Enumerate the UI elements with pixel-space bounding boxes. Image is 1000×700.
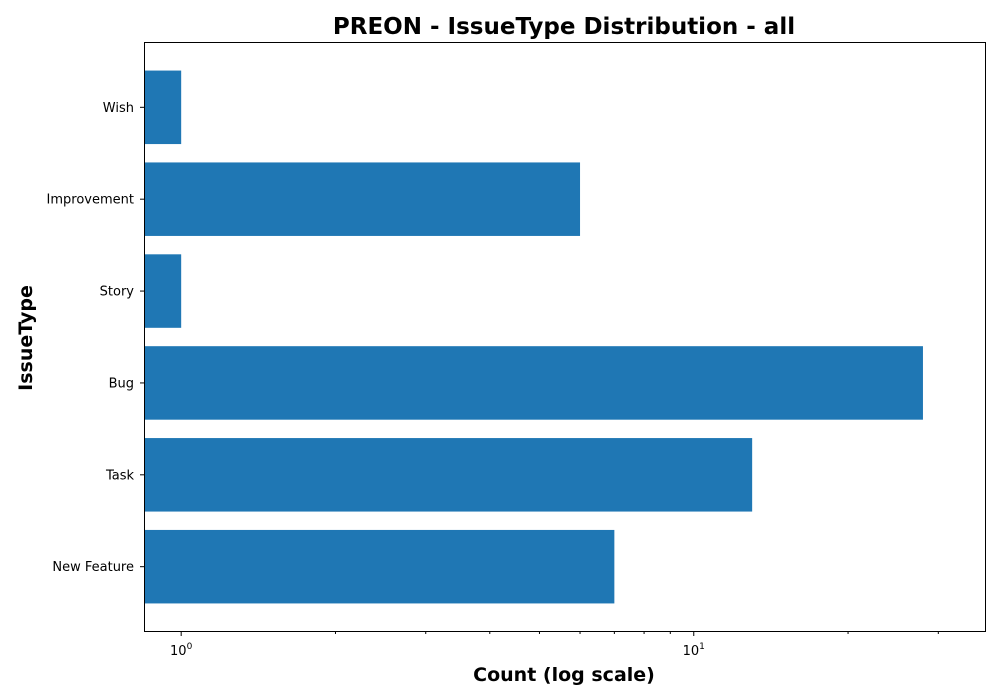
x-axis-ticks: 100 101 [170, 631, 939, 659]
chart-title: PREON - IssueType Distribution - all [333, 14, 795, 40]
bars-group [145, 70, 923, 604]
y-tick-label-story: Story [100, 285, 135, 300]
y-tick-label-task: Task [105, 468, 135, 483]
y-tick-label-bug: Bug [109, 376, 134, 391]
plot-frame [144, 42, 986, 632]
x-axis-label: Count (log scale) [473, 664, 655, 686]
bar-wish [145, 70, 182, 145]
y-tick-label-wish: Wish [103, 101, 134, 116]
bar-task [145, 438, 753, 512]
y-axis-label: IssueType [15, 285, 37, 391]
bar-bug [145, 346, 923, 420]
y-axis-ticks: New Feature Task Bug Story Improvement Wish [47, 101, 145, 575]
bar-improvement [145, 162, 581, 236]
x-tick-label: 101 [683, 642, 705, 659]
bar-new-feature [145, 529, 615, 604]
x-tick-label: 100 [170, 642, 193, 659]
bar-story [145, 254, 182, 328]
y-tick-label-new-feature: New Feature [52, 560, 134, 575]
y-tick-label-improvement: Improvement [47, 193, 134, 208]
